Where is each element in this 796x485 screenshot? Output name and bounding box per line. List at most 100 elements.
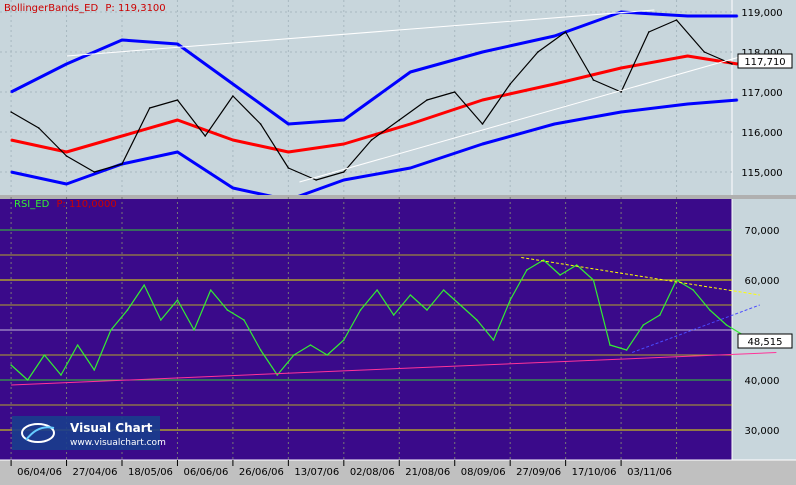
series-point-price [564, 31, 567, 33]
y-tick-label: 40,000 [745, 376, 780, 387]
x-axis-background [0, 460, 796, 481]
series-point-lower [553, 123, 556, 125]
x-tick-label: 27/04/06 [73, 467, 118, 478]
series-point-rsi [642, 324, 645, 326]
series-point-lower [409, 167, 412, 169]
series-point-rsi [293, 354, 295, 356]
series-point-lower [620, 111, 622, 113]
x-tick-label: 06/06/06 [183, 467, 228, 478]
series-point-price [38, 127, 40, 129]
rsi-indicator-label: RSI_ED P: 110,0000 [14, 199, 117, 210]
series-point-lower [343, 179, 345, 181]
y-tick-label: 117,000 [741, 88, 782, 99]
series-point-price [93, 171, 96, 173]
series-point-rsi [309, 344, 312, 346]
series-point-rsi [226, 309, 229, 311]
series-point-price [287, 167, 290, 169]
rsi-axis-background [732, 199, 796, 460]
rsi-support-line [11, 352, 777, 386]
series-point-middle [232, 139, 234, 141]
series-point-middle [686, 55, 689, 57]
price-series [10, 9, 744, 202]
series-point-middle [620, 67, 622, 69]
series-point-rsi [60, 374, 62, 376]
series-point-middle [409, 123, 412, 125]
rsi-y-ticks: 30,000 40,000 60,000 70,000 [745, 226, 780, 437]
x-tick-label: 27/09/06 [516, 467, 561, 478]
series-point-lower [176, 151, 179, 153]
series-point-upper [553, 35, 556, 37]
series-point-upper [409, 71, 412, 73]
series-point-price [259, 123, 262, 125]
series-point-rsi [193, 329, 195, 331]
series-point-upper [232, 83, 234, 85]
series-point-rsi [126, 309, 129, 311]
series-point-middle [343, 143, 345, 145]
svg-text:Visual Chart: Visual Chart [70, 421, 153, 435]
series-point-price [675, 19, 678, 21]
series-point-rsi [26, 379, 29, 381]
series-point-lower [686, 103, 689, 105]
series-point-rsi [476, 319, 478, 321]
series-point-lower [10, 171, 12, 173]
y-tick-label: 30,000 [745, 426, 780, 437]
series-point-upper [121, 39, 123, 41]
series-point-price [343, 171, 345, 173]
series-point-middle [10, 139, 12, 141]
series-point-price [481, 123, 484, 125]
series-point-upper [10, 91, 12, 93]
rsi-series [10, 257, 777, 386]
y-tick-label: 119,000 [741, 8, 782, 19]
series-point-rsi [542, 259, 545, 261]
series-point-price [398, 119, 401, 121]
y-tick-label: 116,000 [741, 128, 782, 139]
series-point-rsi [459, 304, 462, 306]
svg-text:117,710: 117,710 [744, 57, 785, 68]
svg-text:www.visualchart.com: www.visualchart.com [70, 438, 166, 448]
rsi-resistance-line [521, 257, 760, 296]
series-point-rsi [110, 329, 112, 331]
y-tick-label: 115,000 [741, 168, 782, 179]
x-tick-label: 18/05/06 [128, 467, 173, 478]
series-point-price [148, 107, 151, 109]
series-point-rsi [359, 309, 362, 311]
series-point-price [370, 139, 373, 141]
series-point-rsi [93, 369, 96, 371]
series-point-rsi [10, 364, 12, 366]
series-point-rsi [526, 269, 528, 271]
series-point-price [453, 91, 456, 93]
series-point-rsi [625, 349, 628, 351]
series-point-upper [686, 15, 689, 17]
series-point-upper [65, 63, 68, 65]
series-point-middle [287, 151, 290, 153]
series-point-rsi [143, 284, 145, 286]
price-grid [0, 0, 732, 195]
series-point-rsi [209, 289, 212, 291]
logo-swoosh-icon [25, 426, 55, 441]
series-point-price [10, 111, 12, 113]
x-tick-label: 13/07/06 [294, 467, 339, 478]
series-point-price [592, 79, 595, 81]
series-point-price [232, 95, 234, 97]
series-point-rsi [709, 309, 711, 311]
series-point-upper [481, 51, 484, 53]
series-point-price [121, 163, 123, 165]
series-point-upper [287, 123, 290, 125]
series-point-rsi [426, 309, 428, 311]
x-tick-label: 02/08/06 [350, 467, 395, 478]
series-point-price [204, 135, 206, 137]
series-point-upper [176, 43, 179, 45]
series-point-rsi [259, 349, 262, 351]
series-point-middle [553, 83, 556, 85]
series-point-rsi [592, 279, 595, 281]
series-point-lower [481, 143, 484, 145]
series-point-lower [736, 99, 739, 101]
series-point-lower [232, 187, 234, 189]
series-point-middle [481, 99, 484, 101]
price-axis-background [732, 0, 796, 195]
series-point-rsi [659, 314, 661, 316]
series-point-rsi [160, 319, 162, 321]
series-point-middle [121, 135, 123, 137]
